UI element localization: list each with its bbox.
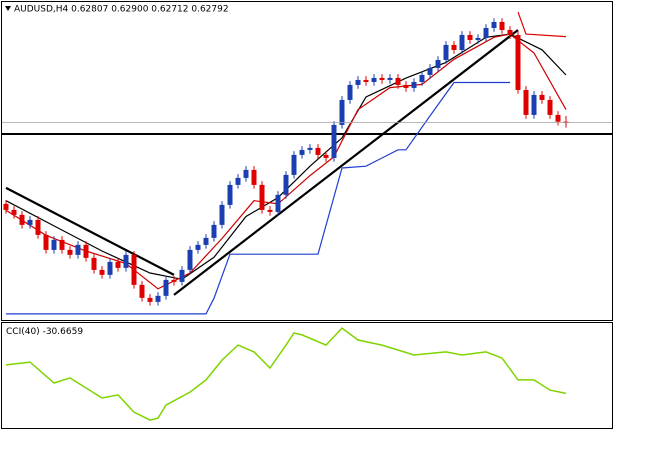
candle-body	[419, 74, 425, 82]
candle-body	[467, 34, 473, 40]
candle-body	[243, 169, 249, 178]
candle-body	[67, 249, 73, 255]
candle-body	[491, 21, 497, 28]
candle-body	[115, 261, 121, 268]
candle-body	[275, 194, 281, 212]
candle-body	[347, 84, 353, 100]
candle-body	[379, 77, 385, 80]
candle-body	[267, 209, 273, 212]
candle-body	[211, 224, 217, 238]
candle-body	[107, 261, 113, 275]
candle-body	[43, 234, 49, 250]
cci-header: CCI(40) -30.6659	[6, 327, 83, 337]
candle-body	[3, 203, 9, 210]
candle-body	[219, 204, 225, 225]
candle-body	[155, 295, 161, 302]
candle-body	[539, 94, 545, 100]
candle-body	[195, 244, 201, 250]
candle-body	[147, 297, 153, 302]
candle-body	[315, 147, 321, 155]
candle-body	[75, 244, 81, 255]
indicator-line	[6, 81, 510, 315]
candle-body	[131, 254, 137, 285]
cci-last-value: -30.6659	[43, 327, 84, 337]
candle-body	[371, 77, 377, 82]
candle-body	[443, 44, 449, 60]
candle-body	[11, 209, 17, 215]
cci-frame	[1, 322, 613, 429]
marks-layer	[2, 11, 612, 421]
candle-body	[523, 89, 529, 115]
candle-body	[91, 257, 97, 270]
candle-body	[259, 184, 265, 210]
candle-body	[515, 34, 521, 90]
candle-body	[83, 244, 89, 258]
candle-body	[427, 67, 433, 75]
candle-body	[451, 44, 457, 50]
candle-body	[483, 27, 489, 38]
candle-body	[299, 149, 305, 155]
candle-body	[99, 269, 105, 275]
candle-body	[339, 99, 345, 125]
candle-body	[251, 169, 257, 185]
candle-body	[475, 37, 481, 40]
candle-body	[555, 114, 561, 122]
candle-body	[171, 279, 177, 282]
candle-body	[331, 124, 337, 158]
candle-body	[123, 254, 129, 268]
candle-body	[323, 154, 329, 158]
candle-body	[203, 237, 209, 245]
candle-body	[411, 81, 417, 88]
candle-body	[459, 34, 465, 50]
candle-body	[403, 84, 409, 88]
candle-body	[27, 219, 33, 225]
candle-body	[291, 154, 297, 175]
candle-body	[435, 59, 441, 68]
candle-body	[307, 147, 313, 150]
candle-body	[387, 77, 393, 80]
menu-arrow[interactable]	[5, 6, 11, 11]
candle-body	[395, 77, 401, 85]
candle-body	[187, 249, 193, 270]
candle-body	[235, 177, 241, 185]
candle-body	[363, 79, 369, 82]
trend-line	[5, 186, 175, 276]
indicator-line	[517, 11, 567, 38]
candle-body	[531, 94, 537, 115]
candle-body	[59, 239, 65, 250]
candle-body	[163, 279, 169, 296]
candle-body	[283, 174, 289, 195]
candle-body	[35, 219, 41, 235]
candle-body	[227, 184, 233, 205]
trend-line	[173, 29, 519, 296]
chart-header: AUDUSD,H4 0.62807 0.62900 0.62712 0.6279…	[14, 5, 229, 15]
candle-body	[563, 121, 569, 123]
candle-body	[507, 29, 513, 35]
cci-line	[5, 327, 567, 421]
candle-body	[355, 79, 361, 85]
candle-body	[51, 239, 57, 250]
cci-name: CCI(40)	[6, 327, 40, 337]
candle-body	[499, 21, 505, 30]
candle-body	[139, 284, 145, 298]
candle-body	[179, 269, 185, 282]
candle-body	[19, 214, 25, 225]
candle-body	[547, 99, 553, 115]
main-frame	[1, 1, 613, 321]
